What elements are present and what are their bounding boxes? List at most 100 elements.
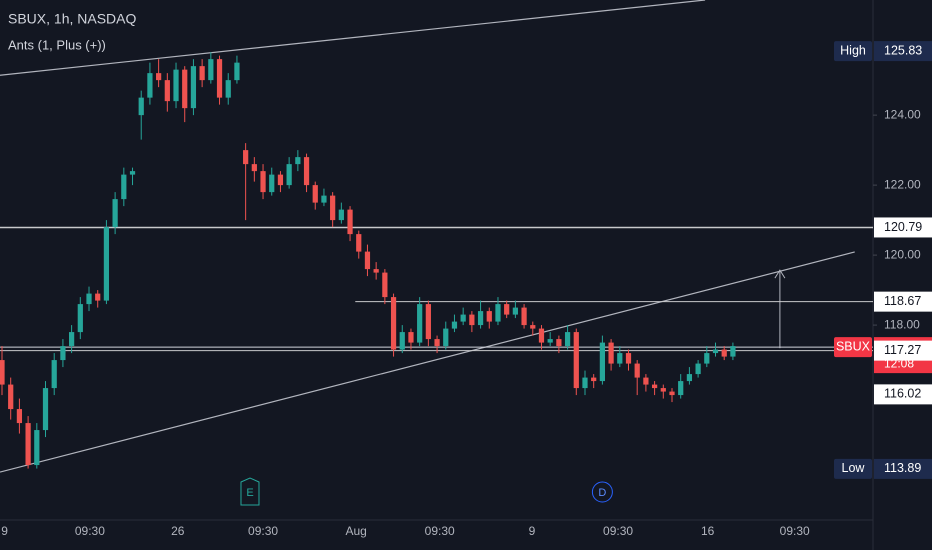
y-tick-label: 122.00 bbox=[884, 177, 921, 191]
candle-body bbox=[625, 353, 632, 364]
candle-body bbox=[617, 353, 623, 364]
candle-body bbox=[364, 251, 371, 270]
candle-body bbox=[234, 62, 240, 81]
candle-body bbox=[269, 174, 275, 193]
candle-body bbox=[129, 171, 136, 175]
candle-body bbox=[408, 332, 414, 343]
candle-body bbox=[643, 377, 649, 385]
candle-body bbox=[330, 195, 336, 221]
candle-body bbox=[8, 384, 14, 410]
candle-body bbox=[60, 346, 66, 361]
candle-body bbox=[260, 171, 266, 193]
trendline bbox=[0, 0, 706, 76]
candle-body bbox=[686, 374, 693, 382]
candle-body bbox=[504, 304, 510, 315]
candle-body bbox=[443, 328, 449, 347]
candle-body bbox=[138, 97, 144, 116]
event-badge bbox=[591, 481, 613, 503]
candle-body bbox=[216, 59, 223, 98]
price-label-value: 118.67 bbox=[884, 294, 921, 308]
candle-body bbox=[103, 227, 110, 301]
candle-body bbox=[286, 164, 292, 186]
y-tick-label: 120.00 bbox=[884, 247, 921, 261]
indicator-label: Ants (1, Plus (+)) bbox=[8, 37, 106, 52]
x-tick-label: Aug bbox=[345, 524, 366, 538]
candle-body bbox=[382, 272, 388, 298]
candle-body bbox=[547, 339, 553, 343]
x-tick-label: 09:30 bbox=[248, 524, 278, 538]
candle-body bbox=[77, 304, 83, 333]
candle-body bbox=[147, 73, 153, 98]
candle-body bbox=[591, 377, 597, 382]
x-tick-label: 26 bbox=[171, 524, 185, 538]
price-label-box bbox=[874, 458, 932, 479]
price-label-box bbox=[874, 291, 932, 312]
candle-body bbox=[512, 307, 518, 315]
candle-body bbox=[704, 353, 710, 364]
price-label-tag bbox=[834, 337, 872, 358]
candle-body bbox=[373, 269, 379, 273]
candle-body bbox=[347, 209, 353, 235]
candle-body bbox=[434, 339, 440, 347]
candle-body bbox=[182, 69, 188, 109]
candle-body bbox=[86, 293, 92, 305]
candle-body bbox=[634, 363, 640, 378]
price-label-tag bbox=[834, 458, 872, 479]
candle-body bbox=[460, 314, 466, 322]
candle-body bbox=[530, 325, 536, 329]
price-label-box bbox=[874, 384, 932, 405]
price-label-name: SBUX bbox=[836, 339, 871, 353]
price-label-value: 120.79 bbox=[884, 220, 922, 234]
candle-body bbox=[225, 80, 231, 98]
chart-title: SBUX, 1h, NASDAQ bbox=[8, 11, 136, 27]
x-tick-label: 09:30 bbox=[780, 524, 810, 538]
candle-body bbox=[295, 157, 301, 165]
candle-body bbox=[95, 293, 101, 301]
x-tick-label: 9 bbox=[1, 524, 8, 538]
price-label-value: 113.89 bbox=[884, 461, 921, 475]
x-tick-label: 09:30 bbox=[603, 524, 633, 538]
x-tick-label: 09:30 bbox=[75, 524, 105, 538]
candle-body bbox=[34, 430, 40, 466]
x-tick-label: 09:30 bbox=[425, 524, 455, 538]
y-tick-label: 118.00 bbox=[884, 317, 920, 331]
candle-body bbox=[521, 307, 527, 326]
candle-body bbox=[495, 304, 501, 322]
price-label-value: 117.27 bbox=[884, 343, 921, 357]
candle-body bbox=[712, 349, 719, 354]
price-label-box bbox=[874, 340, 932, 361]
candle-body bbox=[556, 339, 562, 347]
arrow-head bbox=[774, 269, 786, 279]
candle-body bbox=[417, 304, 423, 343]
event-badge bbox=[240, 477, 260, 506]
candle-body bbox=[173, 69, 179, 102]
candle-body bbox=[356, 234, 362, 252]
x-tick-label: 16 bbox=[701, 524, 715, 538]
candle-body bbox=[486, 311, 492, 322]
candle-body bbox=[243, 150, 249, 165]
candle-body bbox=[730, 346, 736, 357]
candle-body bbox=[695, 363, 701, 375]
trendline bbox=[0, 251, 855, 473]
candle-body bbox=[0, 360, 5, 385]
candle-body bbox=[164, 80, 170, 102]
candle-body bbox=[399, 332, 405, 350]
candle-body bbox=[312, 185, 318, 203]
candle-body bbox=[477, 311, 484, 326]
price-label-name: Low bbox=[842, 461, 866, 475]
candle-body bbox=[538, 328, 545, 343]
candle-body bbox=[608, 342, 614, 364]
candle-body bbox=[669, 391, 675, 396]
candle-body bbox=[69, 332, 75, 347]
candle-body bbox=[42, 388, 49, 431]
candle-body bbox=[582, 377, 588, 389]
candle-body bbox=[564, 332, 571, 347]
candle-body bbox=[338, 209, 344, 221]
candle-body bbox=[277, 174, 284, 186]
candle-body bbox=[190, 66, 197, 109]
price-label-box bbox=[874, 217, 932, 238]
candle-body bbox=[651, 384, 658, 389]
candle-body bbox=[469, 314, 475, 326]
x-tick-label: 9 bbox=[529, 524, 536, 538]
